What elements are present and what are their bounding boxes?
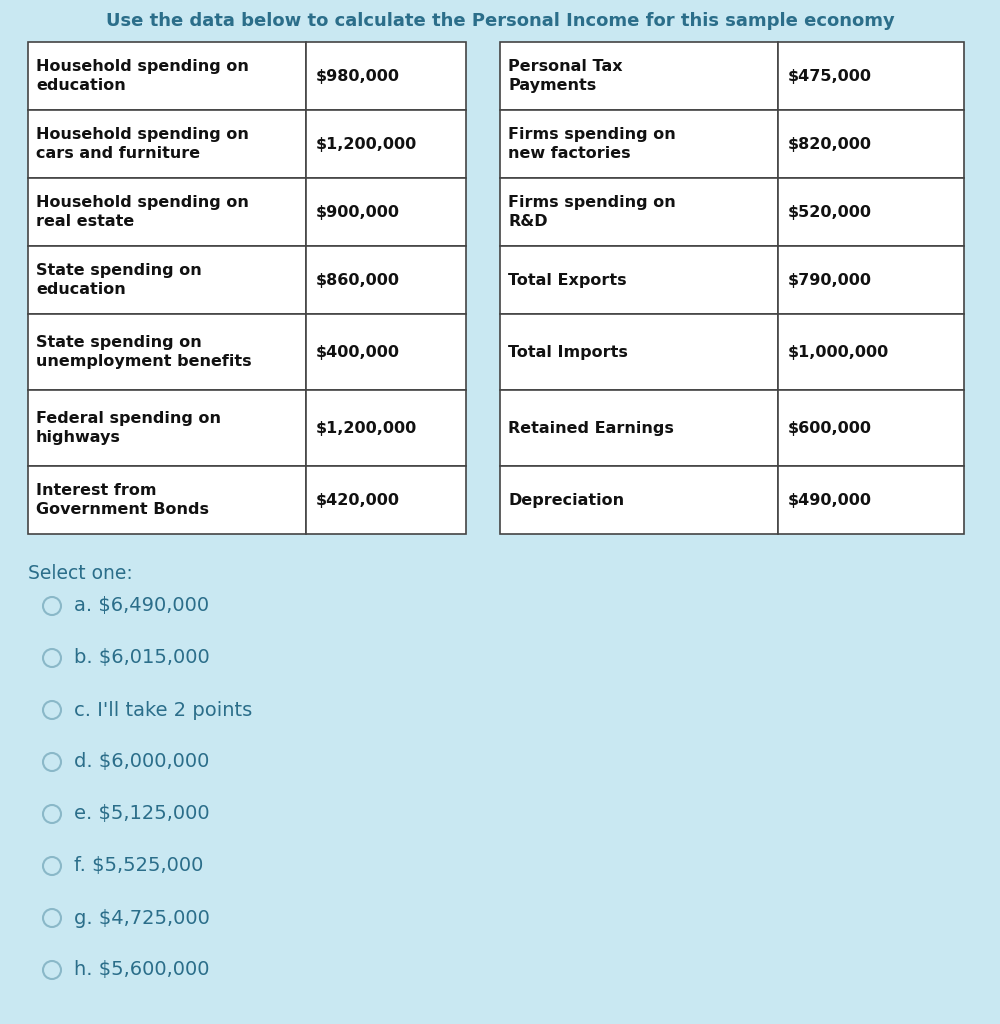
Text: f. $5,525,000: f. $5,525,000 [74,856,203,876]
Text: State spending on
unemployment benefits: State spending on unemployment benefits [36,335,252,369]
Text: $900,000: $900,000 [316,205,400,219]
Bar [500,466,778,534]
Text: Select one:: Select one: [28,564,133,583]
Bar [778,110,964,178]
Bar [306,42,466,110]
Bar [306,314,466,390]
Bar [306,466,466,534]
Bar [500,42,778,110]
Text: d. $6,000,000: d. $6,000,000 [74,753,209,771]
Bar [500,314,778,390]
Text: Household spending on
real estate: Household spending on real estate [36,195,249,229]
Text: $1,000,000: $1,000,000 [788,344,889,359]
Text: c. I'll take 2 points: c. I'll take 2 points [74,700,252,720]
Text: Personal Tax
Payments: Personal Tax Payments [508,59,623,93]
Text: $600,000: $600,000 [788,421,872,435]
Text: Total Imports: Total Imports [508,344,628,359]
Bar [28,42,306,110]
Bar [778,178,964,246]
Text: $820,000: $820,000 [788,136,872,152]
Text: Firms spending on
new factories: Firms spending on new factories [508,127,676,161]
Text: Interest from
Government Bonds: Interest from Government Bonds [36,483,209,517]
Bar [500,178,778,246]
Text: Depreciation: Depreciation [508,493,624,508]
Text: a. $6,490,000: a. $6,490,000 [74,597,209,615]
Bar [306,110,466,178]
Bar [28,466,306,534]
Bar [306,246,466,314]
Bar [306,178,466,246]
Text: $860,000: $860,000 [316,272,400,288]
Text: $520,000: $520,000 [788,205,872,219]
Text: Household spending on
cars and furniture: Household spending on cars and furniture [36,127,249,161]
Text: $490,000: $490,000 [788,493,872,508]
Bar [28,246,306,314]
Text: g. $4,725,000: g. $4,725,000 [74,908,210,928]
Text: Household spending on
education: Household spending on education [36,59,249,93]
Text: $400,000: $400,000 [316,344,400,359]
Text: $475,000: $475,000 [788,69,872,84]
Bar [28,110,306,178]
Bar [778,42,964,110]
Text: $1,200,000: $1,200,000 [316,136,417,152]
Bar [28,390,306,466]
Bar [778,466,964,534]
Bar [778,246,964,314]
Bar [778,390,964,466]
Text: $980,000: $980,000 [316,69,400,84]
Text: b. $6,015,000: b. $6,015,000 [74,648,210,668]
Bar [778,314,964,390]
Text: State spending on
education: State spending on education [36,263,202,297]
Text: Federal spending on
highways: Federal spending on highways [36,411,221,445]
Text: h. $5,600,000: h. $5,600,000 [74,961,210,980]
Bar [500,246,778,314]
Text: $790,000: $790,000 [788,272,872,288]
Text: Firms spending on
R&D: Firms spending on R&D [508,195,676,229]
Text: Retained Earnings: Retained Earnings [508,421,674,435]
Bar [500,390,778,466]
Bar [306,390,466,466]
Text: e. $5,125,000: e. $5,125,000 [74,805,210,823]
Bar [28,178,306,246]
Text: Total Exports: Total Exports [508,272,627,288]
Bar [28,314,306,390]
Text: Use the data below to calculate the Personal Income for this sample economy: Use the data below to calculate the Pers… [106,12,894,30]
Text: $420,000: $420,000 [316,493,400,508]
Text: $1,200,000: $1,200,000 [316,421,417,435]
Bar [500,110,778,178]
